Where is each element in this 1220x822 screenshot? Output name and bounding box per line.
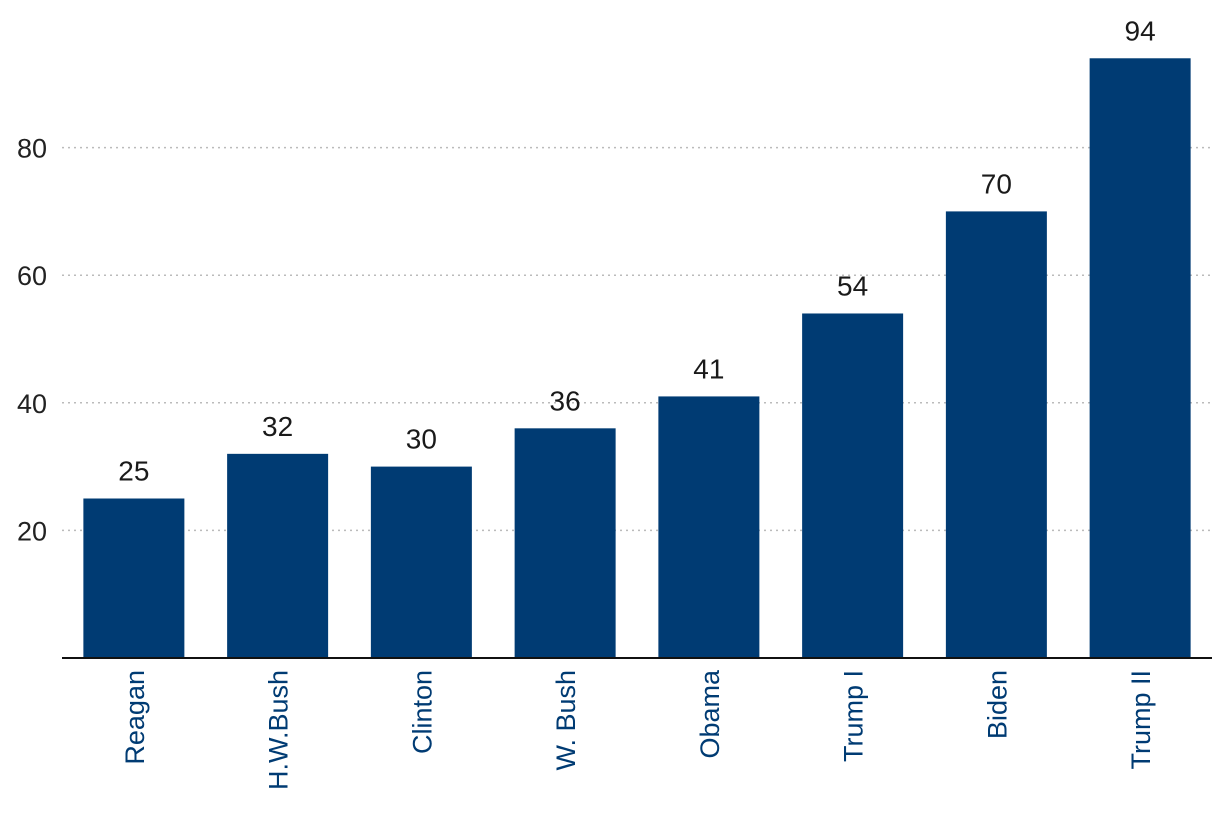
y-axis-ticks: 20 40 60 80: [17, 134, 47, 547]
x-category-label: Biden: [982, 670, 1012, 739]
bar-value-label: 30: [406, 424, 437, 455]
bar-value-label: 25: [118, 456, 149, 487]
x-category-label: Reagan: [120, 670, 150, 765]
bar: [658, 396, 760, 658]
x-category-label: W. Bush: [551, 670, 581, 771]
x-category-label: Clinton: [407, 670, 437, 754]
bar: [83, 498, 185, 658]
x-category-label: Trump I: [839, 670, 869, 762]
bar-value-label: 54: [837, 270, 868, 301]
x-category-label: H.W.Bush: [264, 670, 294, 790]
bar-value-label: 41: [693, 353, 724, 384]
bar-value-label: 70: [981, 168, 1012, 199]
bar-value-label: 32: [262, 411, 293, 442]
bar: [1089, 58, 1191, 658]
bar-value-label: 94: [1125, 15, 1156, 46]
bars: [83, 58, 1191, 658]
y-tick-label: 20: [17, 516, 47, 546]
bar: [802, 313, 904, 658]
x-category-label: Obama: [695, 669, 725, 759]
bar: [945, 211, 1047, 658]
category-labels: Reagan H.W.Bush Clinton W. Bush Obama Trump I…: [120, 669, 1156, 790]
value-labels: 25 32 30 36 41 54 70 94: [118, 15, 1155, 486]
bar: [514, 428, 616, 658]
y-tick-label: 80: [17, 134, 47, 164]
y-tick-label: 60: [17, 261, 47, 291]
bar: [227, 453, 329, 658]
x-category-label: Trump II: [1126, 670, 1156, 770]
y-tick-label: 40: [17, 389, 47, 419]
bar: [370, 466, 472, 658]
bar-value-label: 36: [550, 385, 581, 416]
